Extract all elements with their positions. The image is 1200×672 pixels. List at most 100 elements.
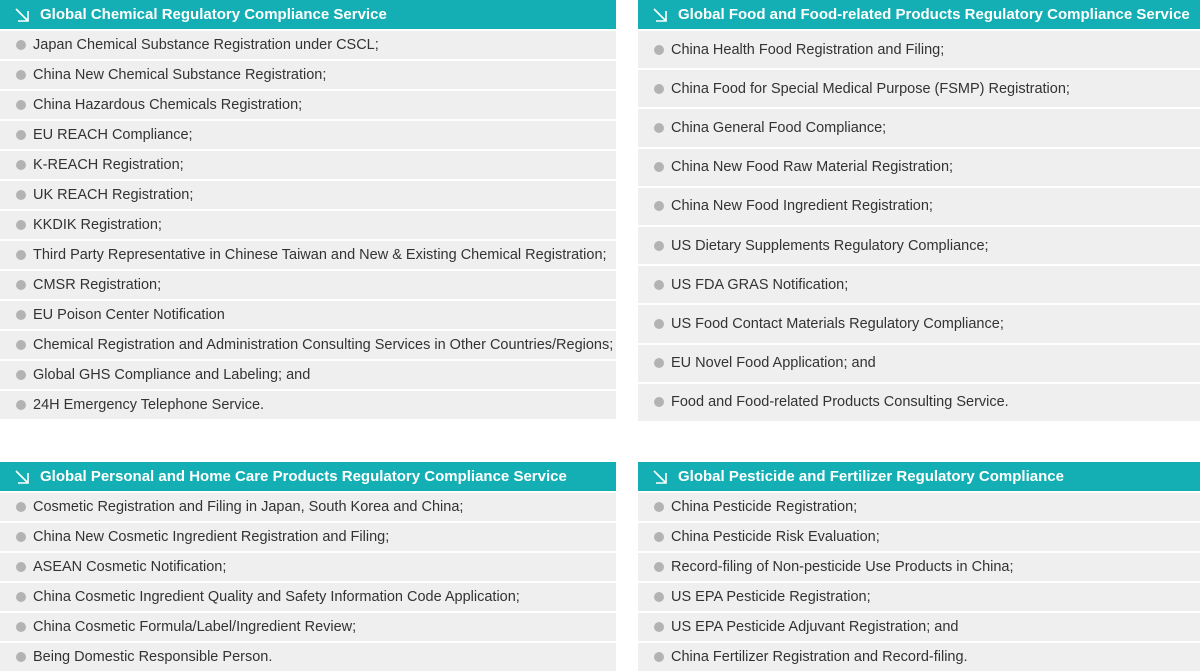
list-item: EU Poison Center Notification	[0, 301, 616, 329]
service-list: Japan Chemical Substance Registration un…	[0, 31, 616, 419]
personal-care-compliance-panel: Global Personal and Home Care Products R…	[0, 462, 616, 671]
item-text: Japan Chemical Substance Registration un…	[33, 37, 379, 53]
item-text: Being Domestic Responsible Person.	[33, 649, 273, 665]
bullet-icon	[654, 622, 664, 632]
bullet-icon	[654, 358, 664, 369]
bullet-icon	[16, 130, 26, 140]
item-text: China New Cosmetic Ingredient Registrati…	[33, 529, 390, 545]
item-text: Record-filing of Non-pesticide Use Produ…	[671, 559, 1014, 575]
item-text: China Pesticide Risk Evaluation;	[671, 529, 880, 545]
bullet-icon	[16, 400, 26, 410]
item-text: China Pesticide Registration;	[671, 499, 858, 515]
bullet-icon	[654, 83, 664, 94]
bullet-icon	[654, 122, 664, 133]
list-item: EU REACH Compliance;	[0, 121, 616, 149]
bullet-icon	[16, 70, 26, 80]
item-text: Third Party Representative in Chinese Ta…	[33, 247, 607, 263]
list-item: China General Food Compliance;	[638, 109, 1200, 147]
list-item: Food and Food-related Products Consultin…	[638, 383, 1200, 421]
item-text: US EPA Pesticide Registration;	[671, 589, 871, 605]
service-list: China Health Food Registration and Filin…	[638, 31, 1200, 421]
list-item: China New Food Raw Material Registration…	[638, 148, 1200, 186]
list-item: China Fertilizer Registration and Record…	[638, 643, 1200, 671]
list-item: US EPA Pesticide Registration;	[638, 583, 1200, 611]
list-item: US Dietary Supplements Regulatory Compli…	[638, 226, 1200, 265]
item-text: Cosmetic Registration and Filing in Japa…	[33, 499, 464, 515]
list-item: China Cosmetic Formula/Label/Ingredient …	[0, 613, 616, 641]
list-item: Chemical Registration and Administration…	[0, 331, 616, 359]
item-text: EU Poison Center Notification	[33, 307, 225, 323]
list-item: China Food for Special Medical Purpose (…	[638, 70, 1200, 108]
bullet-icon	[16, 310, 26, 320]
list-item: EU Novel Food Application; and	[638, 344, 1200, 382]
bullet-icon	[16, 220, 26, 230]
list-item: Japan Chemical Substance Registration un…	[0, 31, 616, 59]
service-list: China Pesticide Registration; China Pesti…	[638, 493, 1200, 671]
bullet-icon	[16, 562, 26, 572]
list-item: China Pesticide Risk Evaluation;	[638, 523, 1200, 551]
bullet-icon	[654, 592, 664, 602]
panel-title: Global Chemical Regulatory Compliance Se…	[40, 6, 387, 23]
item-text: China Food for Special Medical Purpose (…	[671, 80, 1070, 97]
panel-title: Global Personal and Home Care Products R…	[40, 468, 567, 485]
list-item: US EPA Pesticide Adjuvant Registration; …	[638, 613, 1200, 641]
item-text: China New Chemical Substance Registratio…	[33, 67, 327, 83]
bullet-icon	[654, 162, 664, 173]
panel-header: Global Personal and Home Care Products R…	[0, 462, 616, 491]
bullet-icon	[654, 44, 664, 55]
bullet-icon	[16, 280, 26, 290]
bullet-icon	[16, 622, 26, 632]
bullet-icon	[16, 40, 26, 50]
item-text: Chemical Registration and Administration…	[33, 337, 614, 353]
bullet-icon	[654, 318, 664, 329]
item-text: China New Food Raw Material Registration…	[671, 159, 954, 176]
item-text: China General Food Compliance;	[671, 119, 887, 136]
list-item: Record-filing of Non-pesticide Use Produ…	[638, 553, 1200, 581]
item-text: US Dietary Supplements Regulatory Compli…	[671, 237, 989, 254]
bullet-icon	[16, 502, 26, 512]
list-item: China Health Food Registration and Filin…	[638, 31, 1200, 69]
pesticide-compliance-panel: Global Pesticide and Fertilizer Regulato…	[638, 462, 1200, 671]
bullet-icon	[16, 250, 26, 260]
item-text: EU Novel Food Application; and	[671, 355, 876, 372]
list-item: China New Cosmetic Ingredient Registrati…	[0, 523, 616, 551]
arrow-down-right-icon	[653, 469, 667, 484]
bullet-icon	[16, 190, 26, 200]
item-text: UK REACH Registration;	[33, 187, 194, 203]
arrow-down-right-icon	[653, 7, 667, 22]
item-text: China Fertilizer Registration and Record…	[671, 649, 968, 665]
list-item: ASEAN Cosmetic Notification;	[0, 553, 616, 581]
item-text: CMSR Registration;	[33, 277, 162, 293]
list-item: China Hazardous Chemicals Registration;	[0, 91, 616, 119]
list-item: KKDIK Registration;	[0, 211, 616, 239]
arrow-down-right-icon	[15, 469, 29, 484]
chemical-compliance-panel: Global Chemical Regulatory Compliance Se…	[0, 0, 616, 419]
list-item: China New Food Ingredient Registration;	[638, 187, 1200, 225]
panel-title: Global Pesticide and Fertilizer Regulato…	[678, 468, 1064, 485]
item-text: China Cosmetic Formula/Label/Ingredient …	[33, 619, 357, 635]
bullet-icon	[16, 100, 26, 110]
panel-header: Global Food and Food-related Products Re…	[638, 0, 1200, 29]
item-text: 24H Emergency Telephone Service.	[33, 397, 265, 413]
list-item: Being Domestic Responsible Person.	[0, 643, 616, 671]
item-text: ASEAN Cosmetic Notification;	[33, 559, 227, 575]
bullet-icon	[16, 370, 26, 380]
item-text: KKDIK Registration;	[33, 217, 162, 233]
list-item: K-REACH Registration;	[0, 151, 616, 179]
bullet-icon	[16, 532, 26, 542]
list-item: Third Party Representative in Chinese Ta…	[0, 241, 616, 269]
bullet-icon	[654, 502, 664, 512]
item-text: China Health Food Registration and Filin…	[671, 41, 945, 58]
panel-header: Global Chemical Regulatory Compliance Se…	[0, 0, 616, 29]
list-item: US FDA GRAS Notification;	[638, 266, 1200, 304]
bullet-icon	[654, 240, 664, 251]
item-text: Food and Food-related Products Consultin…	[671, 394, 1009, 411]
panel-title: Global Food and Food-related Products Re…	[678, 6, 1190, 23]
list-item: China New Chemical Substance Registratio…	[0, 61, 616, 89]
bullet-icon	[654, 279, 664, 290]
bullet-icon	[654, 532, 664, 542]
list-item: CMSR Registration;	[0, 271, 616, 299]
service-list: Cosmetic Registration and Filing in Japa…	[0, 493, 616, 671]
item-text: China New Food Ingredient Registration;	[671, 198, 933, 215]
bullet-icon	[16, 652, 26, 662]
